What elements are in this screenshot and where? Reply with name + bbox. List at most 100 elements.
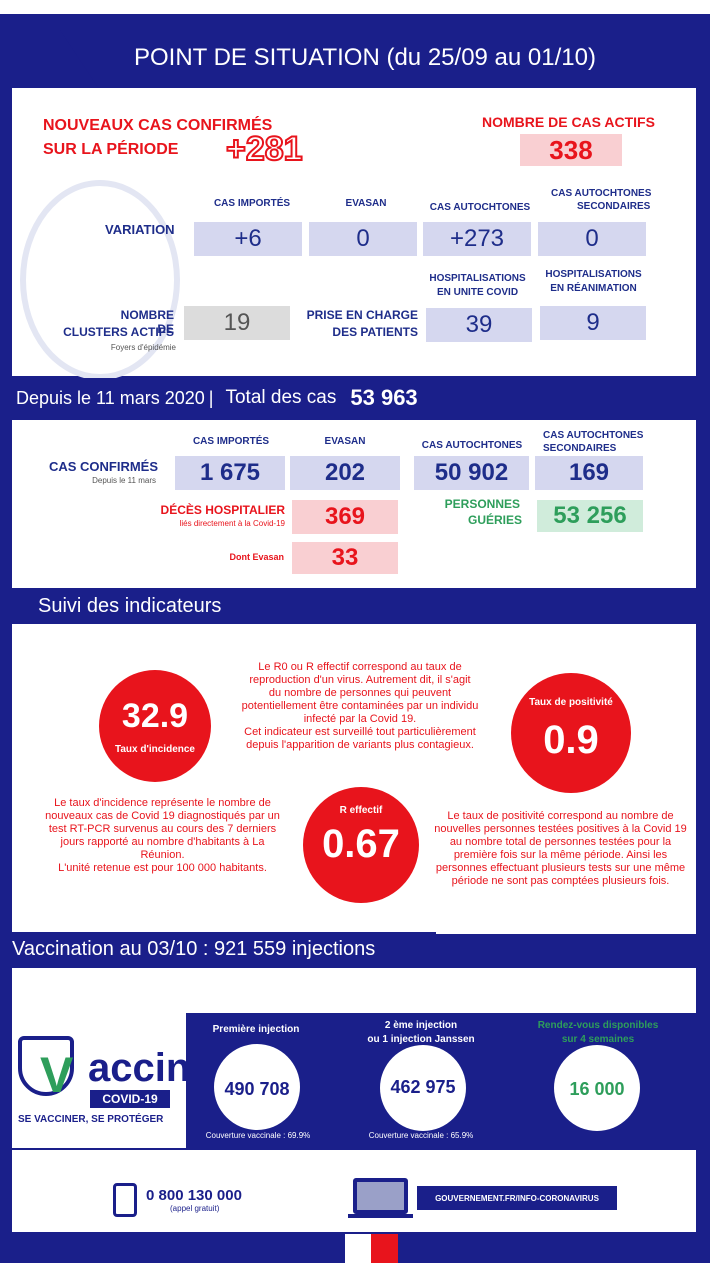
deaths-label: DÉCÈS HOSPITALIER [160,503,285,517]
virus-decoration [20,180,180,380]
total-since: Depuis le 11 mars 2020 [16,387,205,408]
totals-header-imported: CAS IMPORTÉS [192,436,270,447]
variation-evasan: 0 [309,222,417,256]
recovered-value: 53 256 [537,500,643,532]
logo-slogan: SE VACCINER, SE PROTÉGER [18,1114,164,1125]
total-value: 53 963 [350,385,418,410]
shield-icon [18,1036,74,1096]
clusters-label-1: NOMBRE DE [120,308,174,336]
footer-phone[interactable]: 0 800 130 000 [146,1187,242,1204]
footer-url[interactable]: GOUVERNEMENT.FR/INFO-CORONAVIRUS [417,1186,617,1210]
computer-icon [353,1178,408,1214]
variation-secondary: 0 [538,222,646,256]
page-title: POINT DE SITUATION (du 25/09 au 01/10) [134,44,596,71]
appointments-value: 16 000 [569,1079,625,1099]
care-label-1: PRISE EN CHARGE [306,308,418,322]
variation-header-secondary-2: SECONDAIRES [577,201,651,212]
total-imported: 1 675 [175,456,285,490]
total-secondary: 169 [535,456,643,490]
totals-header-evasan: EVASAN [324,436,366,447]
first-injection-circle [214,1044,300,1130]
logo-v: V [40,1047,74,1103]
incidence-text: Le taux d'incidence représente le nombre… [45,797,280,874]
appointments-label-2: sur 4 semaines [561,1034,635,1045]
total-evasan: 202 [290,456,400,490]
first-injection-coverage: Couverture vaccinale : 69.9% [205,1131,311,1140]
total-banner: Depuis le 11 mars 2020 | Total des cas 5… [0,378,488,418]
variation-auto: +273 [423,222,531,256]
footer-phone-sub: (appel gratuit) [170,1204,220,1213]
totals-header-auto: CAS AUTOCHTONES [421,440,523,451]
logo-covid: COVID-19 [90,1090,170,1108]
variation-header-imported: CAS IMPORTÉS [213,198,291,209]
confirmed-label: CAS CONFIRMÉS [48,459,158,474]
logo-word: accin [88,1046,191,1090]
r-value: 0.67 [322,822,400,866]
second-injection-value: 462 975 [390,1077,456,1097]
phone-icon [113,1183,137,1217]
totals-header-sec-1: CAS AUTOCHTONES [543,430,644,441]
deaths-value: 369 [292,500,398,534]
confirmed-sub: Depuis le 11 mars [92,476,156,485]
appointments-label-1: Rendez-vous disponibles [537,1020,659,1031]
computer-stand [348,1214,413,1218]
vaccin-logo: V accin COVID-19 SE VACCINER, SE PROTÉGE… [18,1032,190,1132]
hosp-covid-label-2: EN UNITE COVID [436,287,519,298]
new-cases-value: +281 [225,129,304,169]
flag-red [371,1234,399,1263]
total-auto: 50 902 [414,456,529,490]
variation-label: VARIATION [105,222,175,237]
incidence-circle [99,670,211,782]
flag-blue [318,1234,345,1263]
clusters-value: 19 [184,306,290,340]
positivity-label: Taux de positivité [529,697,613,708]
first-injection-value: 490 708 [224,1079,290,1099]
republique-logo [318,1234,399,1263]
hosp-rea-label-1: HOSPITALISATIONS [545,269,642,280]
hosp-covid-value: 39 [426,308,532,342]
incidence-value: 32.9 [121,697,189,735]
second-injection-circle [380,1045,466,1131]
active-cases-label: NOMBRE DE CAS ACTIFS [482,114,655,130]
positivity-circle [511,673,631,793]
second-injection-label-1: 2 ème injection [384,1020,458,1031]
clusters-sub: Foyers d'épidémie [110,343,176,352]
flag-white [344,1234,372,1263]
new-cases-label-2: SUR LA PÉRIODE [43,141,179,158]
second-injection-label-2: ou 1 injection Janssen [367,1034,475,1045]
header-bar [60,30,700,88]
care-label-2: DES PATIENTS [332,325,418,339]
totals-header-sec-2: SECONDAIRES [543,443,617,454]
second-injection-coverage: Couverture vaccinale : 65.9% [368,1131,474,1140]
hosp-rea-label-2: EN RÉANIMATION [550,283,637,294]
clusters-label-2: CLUSTERS ACTIFS [63,325,174,339]
variation-imported: +6 [194,222,302,256]
evasan-deaths-value: 33 [292,542,398,574]
variation-header-secondary-1: CAS AUTOCHTONES [551,188,652,199]
positivity-value: 0.9 [543,718,599,762]
vaccination-banner: Vaccination au 03/10 : 921 559 injection… [0,932,436,966]
deaths-sub: liés directement à la Covid-19 [179,519,285,528]
variation-header-auto: CAS AUTOCHTONES [429,202,531,213]
vaccination-banner-text: Vaccination au 03/10 : 921 559 injection… [12,937,376,960]
total-separator: | [208,387,214,408]
hosp-covid-label-1: HOSPITALISATIONS [429,273,526,284]
total-label: Total des cas [225,387,337,408]
variation-header-evasan: EVASAN [345,198,387,209]
recovered-label-1: PERSONNES [444,497,520,511]
first-injection-label: Première injection [212,1024,300,1035]
r-label: R effectif [339,805,383,816]
appointments-circle [554,1045,640,1131]
recovered-label-2: GUÉRIES [467,513,522,527]
active-cases-value: 338 [520,134,622,166]
hosp-rea-value: 9 [540,306,646,340]
incidence-label: Taux d'incidence [115,744,195,755]
positivity-text: Le taux de positivité correspond au nomb… [434,810,687,887]
indicators-banner: Suivi des indicateurs [12,590,488,622]
indicators-banner-text: Suivi des indicateurs [38,594,222,617]
r-text: Le R0 ou R effectif correspond au taux d… [241,661,479,751]
header-panel [0,0,710,14]
new-cases-label-1: NOUVEAUX CAS CONFIRMÉS [43,117,273,134]
evasan-deaths-label: Dont Evasan [229,552,284,562]
r-circle [303,787,419,903]
